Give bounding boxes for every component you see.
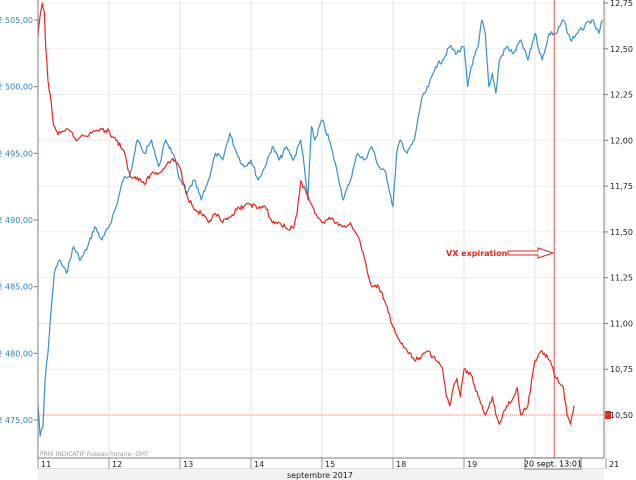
y-right-tick-label: 10,50 <box>610 411 633 420</box>
y-right-tick-label: 11,50 <box>610 228 633 237</box>
x-tick-label: 18 <box>396 460 406 469</box>
y-right-tick-label: 10,75 <box>610 365 633 374</box>
y-left-tick-label: 2 480,00 <box>0 349 33 358</box>
y-right-tick-label: 11,00 <box>610 319 633 328</box>
plot-series <box>37 2 604 437</box>
vx-expiration-label: VX expiration <box>446 249 508 258</box>
x-tick-label: 12 <box>112 460 122 469</box>
x-tick-label: 15 <box>325 460 335 469</box>
y-left-tick-label: 2 475,00 <box>0 416 33 425</box>
y-right-tick-label: 12,00 <box>610 136 633 145</box>
crosshair-label-box <box>524 457 582 470</box>
y-left-tick-label: 2 505,00 <box>0 16 33 25</box>
crosshair-label: 20 sept. 13:01 <box>524 460 582 469</box>
x-tick-label: 21 <box>609 460 619 469</box>
y-right-tick-label: 12,25 <box>610 91 633 100</box>
axes: 1112131415181920212 475,002 480,002 485,… <box>0 0 633 469</box>
footer-left-note: PRIX INDICATIF Fuseau horaire: GMT <box>40 451 149 458</box>
y-right-tick-label: 12,50 <box>610 45 633 54</box>
y-left-tick-label: 2 500,00 <box>0 83 33 92</box>
series-line-red <box>37 2 575 425</box>
vx-expiration-arrow <box>507 247 555 259</box>
x-tick-label: 14 <box>254 460 264 469</box>
x-tick-label: 11 <box>41 460 51 469</box>
y-right-tick-label: 12,75 <box>610 0 633 8</box>
grid <box>37 0 607 458</box>
y-left-tick-label: 2 495,00 <box>0 149 33 158</box>
x-axis-label: septembre 2017 <box>287 471 353 480</box>
month-band <box>38 469 604 480</box>
series-line-blue <box>37 19 604 437</box>
y-left-tick-label: 2 485,00 <box>0 283 33 292</box>
y-right-tick-label: 11,25 <box>610 274 633 283</box>
y-left-tick-label: 2 490,00 <box>0 216 33 225</box>
y-right-tick-label: 11,75 <box>610 182 633 191</box>
x-tick-label: 19 <box>467 460 477 469</box>
x-tick-label: 13 <box>183 460 193 469</box>
